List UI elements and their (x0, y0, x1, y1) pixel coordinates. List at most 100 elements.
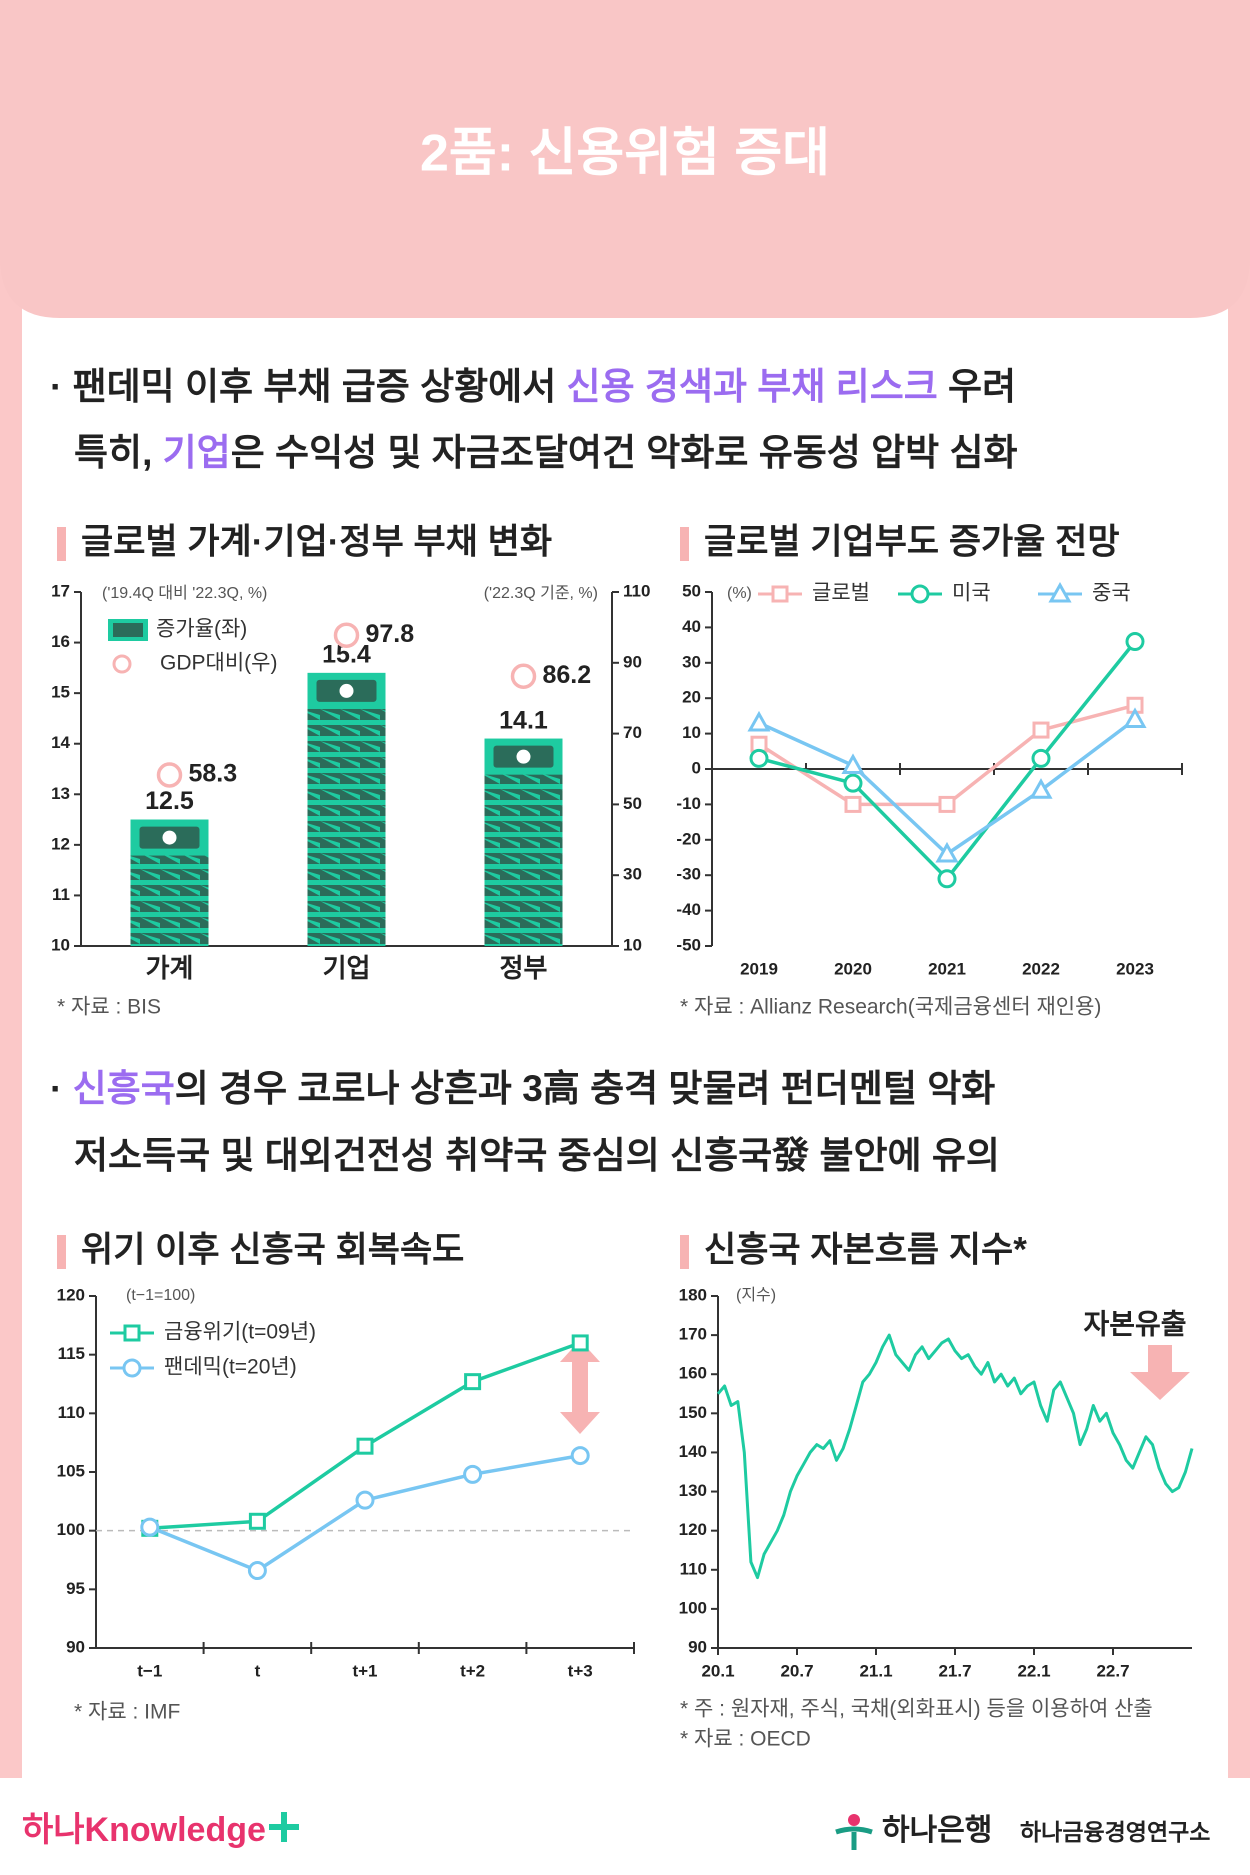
marker (140, 1517, 160, 1537)
marker (1032, 721, 1050, 739)
chart-title: 위기 이후 신흥국 회복속도 (81, 1230, 464, 1269)
legend-label: 팬데믹(t=20년) (164, 1356, 297, 1379)
x-tick-label: t+1 (352, 1661, 377, 1680)
marker (463, 1464, 483, 1484)
source: * 자료 : Allianz Research(국제금융센터 재인용) (680, 996, 1101, 1019)
source: * 자료 : IMF (74, 1701, 180, 1724)
y-tick-label: -50 (676, 935, 701, 954)
marker (771, 585, 789, 603)
y2-tick-label: 90 (623, 652, 642, 671)
y-tick-label: 105 (57, 1461, 85, 1480)
marker (1048, 581, 1072, 603)
y-tick-label: -10 (676, 794, 701, 813)
marker (841, 753, 865, 774)
y-tick-label: -30 (676, 865, 701, 884)
bullet-text: · (50, 1068, 73, 1109)
marker (1031, 748, 1051, 768)
bullet-highlight: 기업 (163, 432, 231, 473)
x-tick-label: t−1 (137, 1661, 162, 1680)
marker (938, 795, 956, 813)
bar-badge-coin (162, 830, 177, 845)
series-line (716, 1333, 1194, 1580)
x-tick-label: 21.1 (859, 1661, 892, 1680)
chart-title: 글로벌 기업부도 증가율 전망 (704, 522, 1120, 561)
x-tick-label: 2019 (740, 959, 778, 978)
annotation: 자본유출 (1083, 1308, 1186, 1339)
x-tick-label: 22.1 (1017, 1661, 1050, 1680)
y-tick-label: 20 (682, 688, 701, 707)
footer-band (0, 1778, 1250, 1875)
x-tick-label: 20.1 (701, 1661, 734, 1680)
bullet-line: · 팬데믹 이후 부채 급증 상황에서 신용 경색과 부채 리스크 우려 (50, 366, 1016, 407)
outflow-arrow (1130, 1345, 1190, 1400)
marker (910, 584, 930, 604)
y-tick-label: -40 (676, 900, 701, 919)
marker (843, 773, 863, 793)
marker (122, 1358, 142, 1378)
y-tick-label: 100 (679, 1598, 707, 1617)
y2-tick-label: 30 (623, 865, 642, 884)
marker (355, 1490, 375, 1510)
y-tick-label: 10 (682, 723, 701, 742)
marker (844, 795, 862, 813)
y-tick-label: 13 (51, 784, 70, 803)
value-label: 12.5 (145, 787, 194, 815)
y-tick-label: 160 (679, 1364, 707, 1383)
y-tick-label: 120 (679, 1520, 707, 1539)
title-mark (680, 1235, 689, 1269)
legend-marker-inner (113, 623, 143, 637)
y-tick-label: 95 (66, 1579, 85, 1598)
value-label: 86.2 (543, 661, 592, 689)
y-tick-label: 100 (57, 1520, 85, 1539)
legend-label: 미국 (952, 582, 991, 605)
bar-badge-coin (339, 683, 354, 698)
bullet-text: 의 경우 코로나 상흔과 3高 충격 맞물려 펀더멘털 악화 (175, 1068, 996, 1109)
y-tick-label: 12 (51, 834, 70, 853)
y-tick-label: 120 (57, 1285, 85, 1304)
title-mark (57, 1235, 66, 1269)
marker (464, 1373, 482, 1391)
chart-title: 글로벌 가계·기업·정부 부채 변화 (81, 522, 552, 561)
value-label: 97.8 (366, 620, 415, 648)
y2-tick-label: 70 (623, 723, 642, 742)
bank-name: 하나은행 (882, 1814, 992, 1847)
x-tick-label: 22.7 (1096, 1661, 1129, 1680)
y-tick-label: 90 (688, 1637, 707, 1656)
bank-logo (835, 1826, 873, 1850)
marker (1029, 778, 1053, 799)
header-title: 2품: 신용위험 증대 (420, 125, 830, 183)
gdp-marker (156, 762, 183, 788)
header-band (0, 0, 1250, 318)
value-label: 14.1 (499, 706, 548, 734)
source: * 자료 : BIS (57, 996, 161, 1019)
note-line: * 주 : 원자재, 주식, 국채(외화표시) 등을 이용하여 산출 (680, 1698, 1153, 1721)
legend-label: 글로벌 (812, 582, 870, 605)
y-tick-label: 14 (51, 733, 70, 752)
brand-plus (269, 1812, 299, 1842)
x-tick-label: 정부 (500, 953, 548, 983)
y-tick-label: 140 (679, 1442, 707, 1461)
y-tick-label: 30 (682, 652, 701, 671)
bank-logo-dot (848, 1814, 860, 1826)
y2-tick-label: 10 (623, 935, 642, 954)
x-tick-label: t+3 (568, 1661, 593, 1680)
x-tick-label: 20.7 (780, 1661, 813, 1680)
y-tick-label: 110 (58, 1403, 85, 1422)
bullet-line: · 신흥국의 경우 코로나 상흔과 3高 충격 맞물려 펀더멘털 악화 (50, 1068, 995, 1109)
x-tick-label: 기업 (323, 953, 371, 983)
x-tick-label: 2023 (1116, 959, 1154, 978)
value-label: 58.3 (189, 760, 238, 788)
y-tick-label: 180 (679, 1285, 707, 1304)
title-mark (57, 527, 66, 561)
y-tick-label: 115 (58, 1344, 85, 1363)
marker (747, 710, 771, 732)
marker (247, 1561, 267, 1581)
x-tick-label: 2022 (1022, 959, 1060, 978)
marker (937, 869, 957, 889)
marker (570, 1446, 590, 1466)
x-tick-label: t+2 (460, 1661, 485, 1680)
legend-marker (112, 654, 132, 674)
institute-name: 하나금융경영연구소 (1020, 1819, 1210, 1845)
legend-label: 중국 (1092, 582, 1131, 605)
